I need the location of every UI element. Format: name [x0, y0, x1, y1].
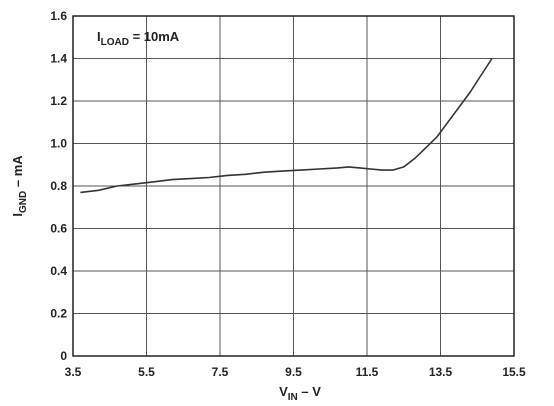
x-tick-label: 11.5: [356, 365, 379, 379]
plot-frame: [72, 15, 515, 357]
y-axis-label-subscript: GND: [18, 191, 29, 213]
y-tick-label: 0.4: [50, 264, 67, 278]
grid: [72, 15, 515, 357]
y-tick-label: 0.8: [50, 179, 67, 193]
x-tick-label: 3.5: [65, 365, 82, 379]
x-axis-label: VIN – V: [279, 384, 321, 403]
x-tick-label: 7.5: [212, 365, 229, 379]
y-tick-labels: 0 0.2 0.4 0.6 0.8 1.0 1.2 1.4 1.6: [50, 9, 67, 363]
y-tick-label: 0.2: [50, 307, 67, 321]
y-tick-label: 1.2: [50, 94, 67, 108]
series-line-0: [80, 58, 493, 194]
x-tick-label: 13.5: [429, 365, 453, 379]
x-axis-label-subscript: IN: [288, 392, 298, 403]
x-tick-label: 9.5: [285, 365, 302, 379]
y-tick-label: 1.4: [50, 52, 67, 66]
y-tick-label: 1.0: [50, 137, 67, 151]
annotation-subscript: LOAD: [101, 37, 129, 48]
series-layer: [80, 58, 493, 194]
annotation-label: ILOAD = 10mA: [97, 29, 180, 48]
y-tick-label: 1.6: [50, 9, 67, 23]
y-tick-label: 0: [60, 349, 67, 363]
x-tick-label: 15.5: [502, 365, 526, 379]
x-tick-label: 5.5: [138, 365, 155, 379]
x-tick-labels: 3.5 5.5 7.5 9.5 11.5 13.5 15.5: [65, 365, 526, 379]
y-tick-label: 0.6: [50, 222, 67, 236]
y-axis-label: IGND – mA: [10, 155, 29, 217]
